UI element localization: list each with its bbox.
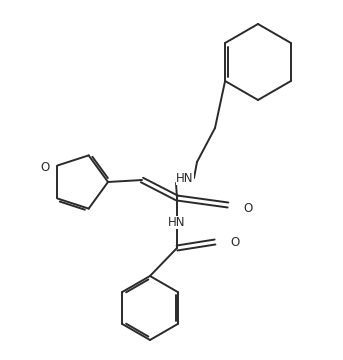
- Text: O: O: [243, 202, 252, 215]
- Text: HN: HN: [168, 216, 186, 229]
- Text: O: O: [40, 161, 49, 174]
- Text: HN: HN: [176, 171, 194, 185]
- Text: O: O: [230, 235, 239, 248]
